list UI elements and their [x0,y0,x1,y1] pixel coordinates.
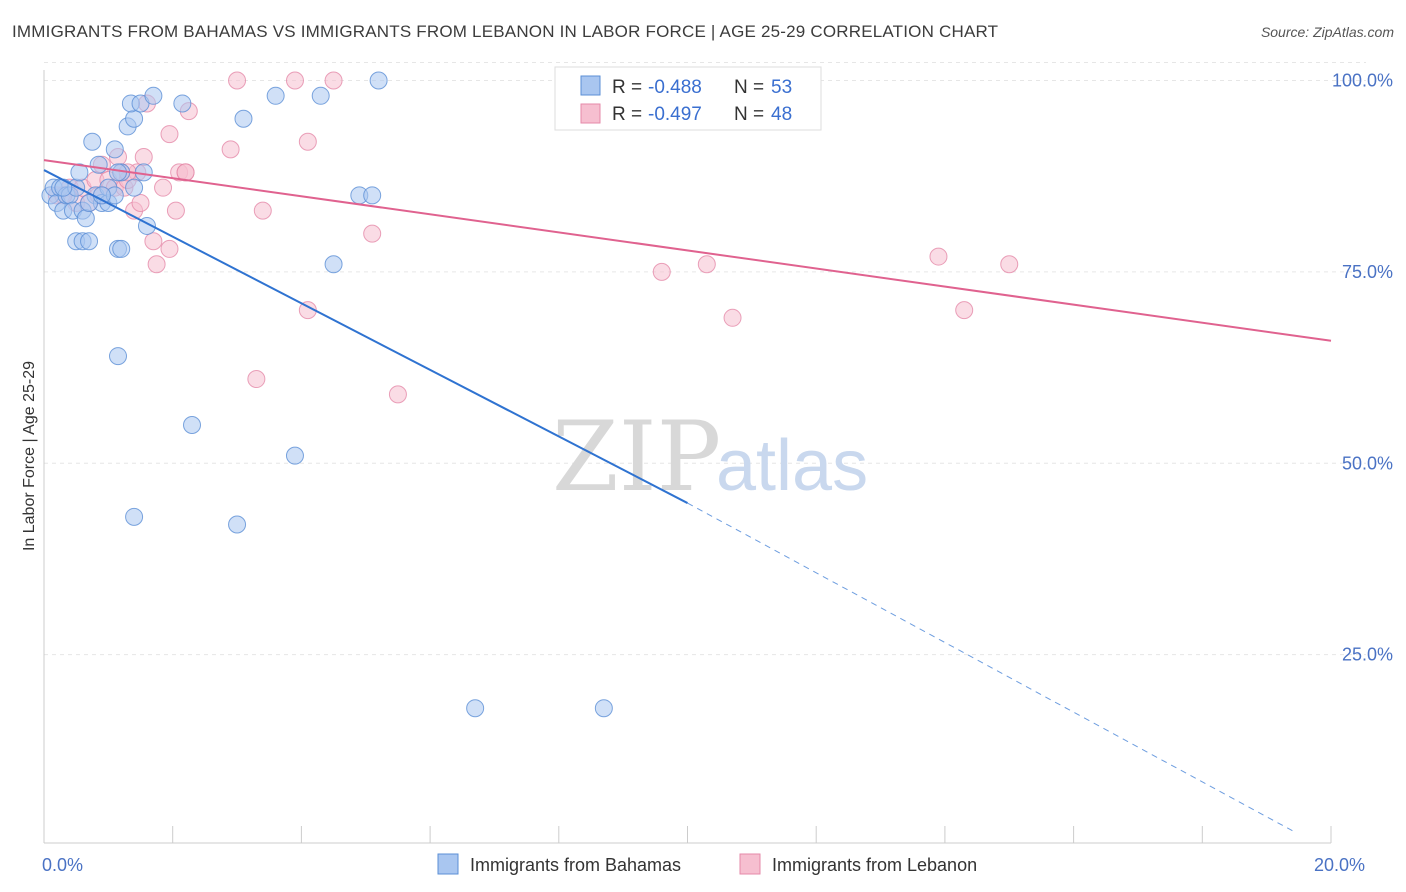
trend-layer [43,159,1332,832]
bahamas-trend-extension [687,502,1293,832]
bahamas-point [234,109,253,128]
bahamas-point [109,347,128,366]
y-tick-label: 100.0% [1332,71,1393,91]
bahamas-point [125,507,144,526]
lebanon-point [697,255,716,274]
source-credit: Source: ZipAtlas.com [1260,24,1394,40]
lebanon-point [363,224,382,243]
legend-n-value-lebanon: 48 [771,104,792,125]
lebanon-point [955,301,974,320]
watermark-zip: ZIP [552,401,721,513]
legend-n-label-lebanon: N = [734,104,764,125]
bottom-legend: Immigrants from Bahamas Immigrants from … [437,853,977,875]
bahamas-point [285,446,304,465]
legend-swatch-bahamas [580,75,601,96]
legend-n-label-bahamas: N = [734,77,764,98]
lebanon-point [147,255,166,274]
lebanon-point [929,247,948,266]
lebanon-point [247,370,266,389]
bahamas-point [266,86,285,105]
watermark: ZIP atlas [552,401,868,513]
lebanon-point [221,140,240,159]
y-tick-label: 50.0% [1342,453,1393,473]
y-tick-label: 75.0% [1342,262,1393,282]
lebanon-point [1000,255,1019,274]
bahamas-point [125,178,144,197]
grid-layer [44,62,1366,656]
lebanon-point [324,71,343,90]
bottom-legend-swatch-bahamas [437,853,459,875]
bottom-legend-label-lebanon: Immigrants from Lebanon [772,855,977,875]
bahamas-point [125,109,144,128]
lebanon-point [131,193,150,212]
bahamas-point [105,140,124,159]
bahamas-point [363,186,382,205]
x-tick-label: 20.0% [1314,855,1365,875]
lebanon-point [298,132,317,151]
lebanon-point [723,308,742,327]
lebanon-point [166,201,185,220]
bahamas-point [70,163,89,182]
bahamas-point [324,255,343,274]
lebanon-point [388,385,407,404]
lebanon-point [160,125,179,144]
bahamas-point [594,699,613,718]
legend-swatch-lebanon [580,103,601,124]
lebanon-point [652,262,671,281]
bahamas-point [144,86,163,105]
lebanon-point [228,71,247,90]
legend-n-value-bahamas: 53 [771,77,792,98]
bahamas-point [369,71,388,90]
bahamas-point [89,155,108,174]
bahamas-point [80,232,99,251]
bottom-legend-label-bahamas: Immigrants from Bahamas [470,855,681,875]
ticks-layer: 25.0% 50.0% 75.0% 100.0% 0.0% 20.0% [42,71,1393,876]
bahamas-point [228,515,247,534]
bahamas-point [109,163,128,182]
y-tick-label: 25.0% [1342,645,1393,665]
legend-r-value-bahamas: -0.488 [648,77,702,98]
bahamas-point [466,699,485,718]
bahamas-point [183,415,202,434]
legend-box: R = -0.488 N = 53 R = -0.497 N = 48 [554,66,822,131]
bahamas-point [54,178,73,197]
bottom-legend-swatch-lebanon [739,853,761,875]
lebanon-point [134,148,153,167]
bahamas-point [83,132,102,151]
bahamas-point [173,94,192,113]
lebanon-point [144,232,163,251]
bahamas-point [76,209,95,228]
legend-r-value-lebanon: -0.497 [648,104,702,125]
lebanon-point [154,178,173,197]
bahamas-point [112,239,131,258]
lebanon-point [285,71,304,90]
lebanon-point [253,201,272,220]
chart-title: IMMIGRANTS FROM BAHAMAS VS IMMIGRANTS FR… [12,22,999,41]
y-axis-label: In Labor Force | Age 25-29 [21,361,38,551]
bahamas-point [311,86,330,105]
lebanon-point [160,239,179,258]
bahamas-trend-line [43,169,688,504]
watermark-atlas: atlas [716,426,868,506]
points-layer [41,71,1019,718]
legend-r-label-lebanon: R = [612,104,642,125]
legend-r-label-bahamas: R = [612,77,642,98]
lebanon-trend-line [43,159,1332,342]
bahamas-point [92,186,111,205]
x-tick-label: 0.0% [42,855,83,875]
